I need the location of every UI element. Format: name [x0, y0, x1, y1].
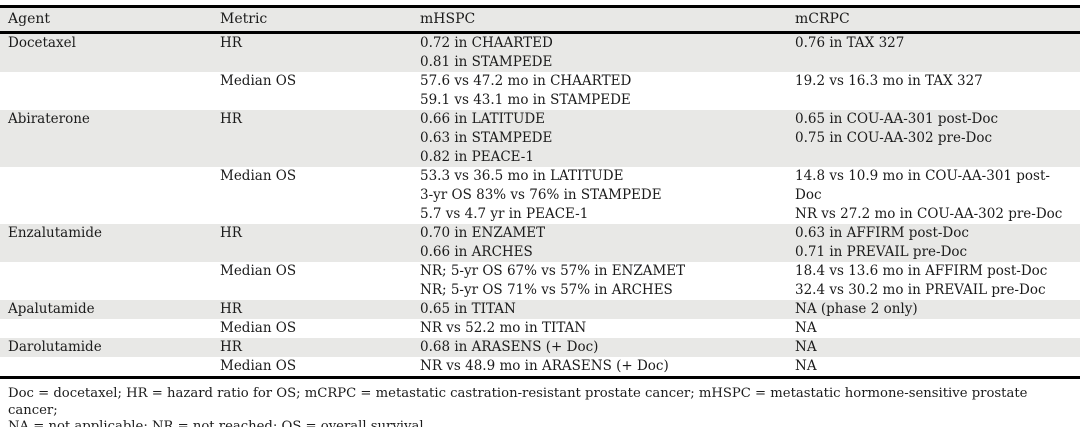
cell-metric: Median OS	[220, 263, 297, 279]
cell-metric: Median OS	[220, 168, 297, 184]
cell-agent: Docetaxel	[8, 35, 76, 51]
table-row-abiraterone-hr: Abiraterone HR 0.66 in LATITUDE 0.63 in …	[0, 110, 1080, 167]
cell-mcrpc: 0.76 in TAX 327	[795, 35, 905, 51]
cell-mcrpc: 18.4 vs 13.6 mo in AFFIRM post-Doc 32.4 …	[795, 263, 1048, 298]
cell-metric: HR	[220, 225, 242, 241]
trial-outcomes-table: Agent Metric mHSPC mCRPC Docetaxel HR 0.…	[0, 5, 1080, 379]
cell-metric: HR	[220, 301, 242, 317]
col-header-mhspc: mHSPC	[412, 6, 787, 34]
col-header-agent: Agent	[0, 6, 212, 34]
table-row-enzalutamide-os: Median OS NR; 5-yr OS 67% vs 57% in ENZA…	[0, 262, 1080, 300]
cell-mhspc: 0.68 in ARASENS (+ Doc)	[420, 339, 599, 355]
cell-mhspc: 53.3 vs 36.5 mo in LATITUDE 3-yr OS 83% …	[420, 168, 662, 222]
cell-agent	[0, 357, 212, 378]
cell-mhspc: 0.70 in ENZAMET 0.66 in ARCHES	[420, 225, 546, 260]
table-row-darolutamide-hr: Darolutamide HR 0.68 in ARASENS (+ Doc) …	[0, 338, 1080, 357]
cell-metric: HR	[220, 339, 242, 355]
cell-mcrpc: 14.8 vs 10.9 mo in COU-AA-301 post-Doc N…	[795, 168, 1063, 222]
cell-mcrpc: NA (phase 2 only)	[795, 301, 918, 317]
cell-mhspc: NR vs 52.2 mo in TITAN	[420, 320, 587, 336]
cell-agent: Enzalutamide	[8, 225, 102, 241]
cell-metric: Median OS	[220, 320, 297, 336]
table-row-docetaxel-os: Median OS 57.6 vs 47.2 mo in CHAARTED 59…	[0, 72, 1080, 110]
table-row-apalutamide-hr: Apalutamide HR 0.65 in TITAN NA (phase 2…	[0, 300, 1080, 319]
table-row-enzalutamide-hr: Enzalutamide HR 0.70 in ENZAMET 0.66 in …	[0, 224, 1080, 262]
cell-metric: Median OS	[220, 358, 297, 374]
table-row-apalutamide-os: Median OS NR vs 52.2 mo in TITAN NA	[0, 319, 1080, 338]
cell-agent	[0, 262, 212, 300]
cell-mhspc: 0.65 in TITAN	[420, 301, 516, 317]
abbreviations-footnote: Doc = docetaxel; HR = hazard ratio for O…	[8, 386, 1028, 427]
cell-agent	[0, 72, 212, 110]
table-row-abiraterone-os: Median OS 53.3 vs 36.5 mo in LATITUDE 3-…	[0, 167, 1080, 224]
cell-agent: Apalutamide	[8, 301, 95, 317]
cell-mhspc: NR; 5-yr OS 67% vs 57% in ENZAMET NR; 5-…	[420, 263, 686, 298]
cell-agent: Abiraterone	[8, 111, 90, 127]
cell-mcrpc: NA	[795, 358, 817, 374]
header-row: Agent Metric mHSPC mCRPC	[0, 6, 1080, 34]
cell-agent	[0, 319, 212, 338]
table-row-darolutamide-os: Median OS NR vs 48.9 mo in ARASENS (+ Do…	[0, 357, 1080, 378]
cell-metric: HR	[220, 35, 242, 51]
cell-mcrpc: 0.65 in COU-AA-301 post-Doc 0.75 in COU-…	[795, 111, 999, 146]
cell-mhspc: 0.72 in CHAARTED 0.81 in STAMPEDE	[420, 35, 553, 70]
cell-mcrpc: NA	[795, 339, 817, 355]
cell-agent: Darolutamide	[8, 339, 102, 355]
col-header-mcrpc: mCRPC	[787, 6, 1080, 34]
col-header-metric: Metric	[212, 6, 412, 34]
cell-agent	[0, 167, 212, 224]
cell-mcrpc: 19.2 vs 16.3 mo in TAX 327	[795, 73, 983, 89]
table-row-docetaxel-hr: Docetaxel HR 0.72 in CHAARTED 0.81 in ST…	[0, 32, 1080, 72]
cell-metric: Median OS	[220, 73, 297, 89]
cell-mhspc: NR vs 48.9 mo in ARASENS (+ Doc)	[420, 358, 669, 374]
cell-mhspc: 57.6 vs 47.2 mo in CHAARTED 59.1 vs 43.1…	[420, 73, 632, 108]
cell-mcrpc: 0.63 in AFFIRM post-Doc 0.71 in PREVAIL …	[795, 225, 969, 260]
cell-metric: HR	[220, 111, 242, 127]
cell-mhspc: 0.66 in LATITUDE 0.63 in STAMPEDE 0.82 i…	[420, 111, 553, 165]
cell-mcrpc: NA	[795, 320, 817, 336]
